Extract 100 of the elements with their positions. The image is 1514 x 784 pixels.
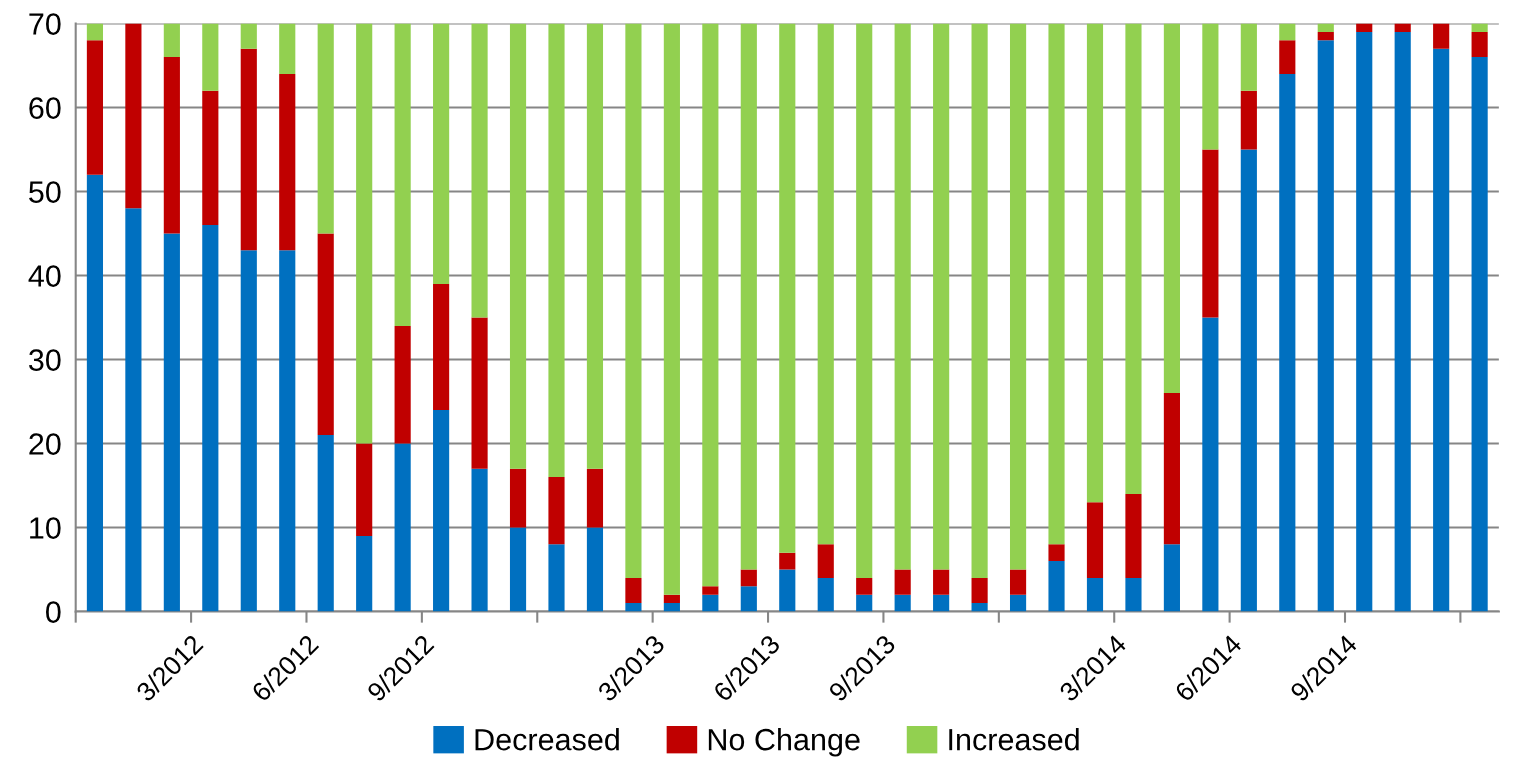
bar	[240, 23, 257, 49]
y-tick-label: 20	[29, 433, 61, 455]
bar	[1317, 40, 1334, 612]
bar	[433, 409, 450, 612]
y-tick-label: 30	[28, 349, 61, 371]
bar	[1163, 393, 1180, 545]
bar	[1279, 73, 1296, 612]
bar	[433, 23, 450, 284]
bar	[894, 23, 911, 570]
bar	[356, 443, 373, 536]
bar	[702, 594, 719, 612]
bar	[856, 577, 873, 595]
bar	[1125, 577, 1142, 612]
bar	[279, 250, 296, 612]
bar	[202, 90, 219, 226]
legend-label: Decreased	[475, 728, 619, 751]
bar	[933, 594, 950, 612]
bar	[1086, 502, 1104, 578]
bar	[509, 468, 527, 528]
bar	[1279, 23, 1296, 41]
bar	[202, 225, 219, 612]
bar	[125, 23, 142, 209]
bar	[394, 443, 411, 612]
bar	[625, 577, 642, 604]
bar	[240, 250, 257, 612]
bar	[1356, 23, 1373, 32]
bar	[317, 233, 334, 436]
bar	[971, 603, 988, 612]
bar	[394, 23, 411, 326]
bar	[856, 594, 873, 612]
bar	[163, 23, 180, 58]
y-tick-label: 40	[28, 265, 61, 287]
bar	[548, 23, 565, 478]
bar	[394, 325, 411, 444]
bar	[1125, 493, 1142, 578]
bar	[548, 544, 565, 612]
y-tick-label: 10	[30, 517, 61, 539]
y-tick-label: 60	[29, 97, 61, 119]
legend-label: Increased	[949, 728, 1079, 751]
bar	[1433, 23, 1450, 49]
bar	[663, 23, 680, 595]
bar	[894, 594, 911, 612]
bar	[1317, 23, 1334, 32]
bar	[740, 23, 757, 570]
bar	[663, 594, 680, 604]
bar	[433, 283, 450, 410]
bar	[817, 23, 834, 545]
bar	[356, 23, 373, 444]
bar	[971, 23, 988, 578]
bar	[1163, 544, 1180, 612]
bar	[586, 23, 604, 469]
bar	[1009, 594, 1027, 612]
legend-label: No Change	[708, 728, 860, 757]
bar	[1086, 577, 1104, 612]
bar	[933, 23, 950, 570]
bar	[1048, 561, 1065, 612]
bar	[817, 577, 834, 612]
bar	[1202, 23, 1219, 150]
bar	[1048, 544, 1065, 562]
bar	[740, 586, 757, 612]
bar	[1471, 23, 1488, 32]
bar	[1471, 57, 1488, 612]
bar	[279, 73, 296, 251]
bar	[202, 23, 219, 91]
bar	[1240, 149, 1257, 612]
bar	[817, 544, 834, 578]
bar	[1163, 23, 1180, 394]
bar	[1279, 40, 1296, 74]
bar	[1394, 31, 1411, 612]
bar	[586, 468, 604, 528]
bar	[1009, 23, 1027, 570]
bar	[471, 317, 488, 469]
bar	[86, 40, 104, 175]
bar	[163, 233, 180, 612]
bar	[1240, 23, 1257, 91]
bar	[471, 23, 488, 318]
bar	[317, 23, 334, 234]
bar	[1048, 23, 1065, 545]
bar	[586, 527, 604, 612]
bar	[1356, 31, 1373, 612]
bar	[894, 569, 911, 595]
bar	[1240, 90, 1257, 150]
bar	[548, 477, 565, 545]
bar	[279, 23, 296, 74]
bar	[1086, 23, 1104, 503]
bar	[779, 552, 796, 570]
bar	[86, 174, 104, 612]
bar	[1009, 569, 1027, 595]
bar	[1471, 31, 1488, 58]
bar	[163, 57, 180, 234]
bar	[240, 48, 257, 251]
bar	[856, 23, 873, 578]
bar	[779, 23, 796, 553]
bar	[740, 569, 757, 587]
bar	[356, 535, 373, 612]
bar	[1317, 31, 1334, 41]
bar	[1202, 149, 1219, 318]
bar	[933, 569, 950, 595]
y-tick-label: 50	[29, 181, 61, 203]
y-tick-label: 0	[46, 601, 61, 623]
